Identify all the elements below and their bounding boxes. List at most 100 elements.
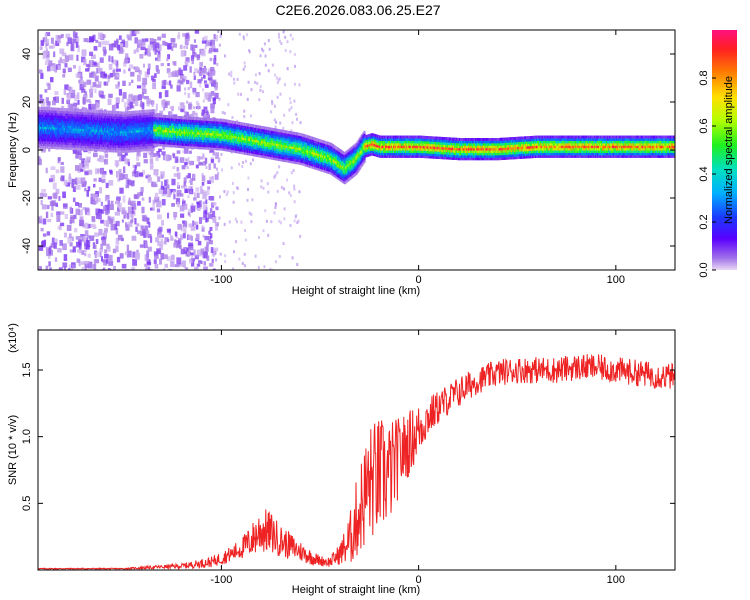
spectrogram-noise-cell — [192, 49, 195, 56]
spectrogram-noise-cell — [186, 100, 189, 104]
spectrogram-noise-cell — [176, 240, 181, 247]
spectrogram-noise-cell — [121, 207, 126, 214]
spectrogram-noise-cell — [198, 217, 203, 224]
spectrogram-noise-cell — [66, 99, 70, 105]
spectrogram-noise-cell — [144, 254, 149, 261]
spectrogram-noise-cell — [70, 178, 74, 185]
spectrogram-noise-cell — [157, 44, 162, 52]
spectrogram-noise-cell — [262, 90, 265, 94]
spectrogram-noise-cell — [201, 224, 204, 228]
spectrogram-noise-cell — [146, 98, 151, 104]
spectrogram-noise-cell — [184, 61, 189, 67]
spectrogram-noise-cell — [45, 42, 49, 46]
spectrogram-noise-cell — [260, 185, 263, 189]
spectrogram-noise-cell — [195, 224, 199, 230]
spectrogram-noise-cell — [165, 154, 170, 162]
spectrogram-noise-cell — [40, 227, 44, 232]
spectrogram-noise-cell — [100, 201, 104, 206]
spectrogram-noise-cell — [243, 64, 246, 68]
spectrogram-noise-cell — [50, 174, 56, 182]
spectrogram-noise-cell — [176, 35, 180, 40]
spectrogram-noise-cell — [218, 43, 221, 47]
spectrogram-noise-cell — [107, 76, 110, 83]
spectrogram-noise-cell — [91, 60, 94, 67]
spectrogram-noise-cell — [289, 223, 292, 227]
spectrogram-noise-cell — [147, 63, 151, 70]
spectrogram-noise-cell — [187, 173, 191, 179]
spectrogram-noise-cell — [127, 36, 132, 41]
spectrogram-noise-cell — [48, 146, 51, 152]
spectrogram-noise-cell — [199, 200, 202, 207]
spectrogram-noise-cell — [84, 180, 87, 185]
spectrogram-noise-cell — [270, 220, 273, 224]
spectrogram-noise-cell — [293, 53, 296, 57]
spectrogram-noise-cell — [58, 60, 61, 67]
spectrogram-noise-cell — [82, 207, 87, 211]
spectrogram-noise-cell — [68, 176, 72, 183]
spectrogram-noise-cell — [82, 167, 86, 172]
spectrogram-noise-cell — [242, 161, 245, 165]
spectrogram-noise-cell — [238, 257, 241, 261]
spectrogram-noise-cell — [276, 189, 279, 193]
spectrogram-noise-cell — [163, 241, 167, 245]
spectrogram-noise-cell — [115, 220, 120, 227]
spectrogram-noise-cell — [189, 190, 192, 194]
spectrogram-noise-cell — [283, 113, 286, 117]
spectrogram-noise-cell — [183, 65, 188, 71]
spectrogram-noise-cell — [108, 261, 114, 266]
spectrogram-noise-cell — [60, 222, 65, 227]
spectrogram-noise-cell — [90, 85, 94, 93]
spectrogram-noise-cell — [262, 49, 265, 53]
spectrogram-noise-cell — [100, 219, 104, 224]
spectrogram-noise-cell — [179, 102, 185, 106]
spectrogram-noise-cell — [213, 81, 218, 89]
spectrogram-noise-cell — [87, 186, 91, 192]
spectrogram-noise-cell — [293, 82, 296, 86]
spectrogram-noise-cell — [182, 150, 185, 154]
spectrogram-noise-cell — [66, 224, 72, 231]
spectrogram-noise-cell — [93, 178, 97, 182]
spectrogram-noise-cell — [278, 255, 281, 259]
spectrogram-noise-cell — [207, 68, 211, 73]
spectrogram-noise-cell — [108, 55, 111, 62]
spectrogram-noise-cell — [278, 219, 281, 223]
spectrogram-noise-cell — [206, 244, 209, 251]
spectrogram-noise-cell — [131, 79, 134, 84]
spectrogram-noise-cell — [71, 181, 75, 189]
spectrogram-noise-cell — [173, 242, 178, 248]
spectrogram-noise-cell — [68, 233, 72, 239]
spectrogram-noise-cell — [45, 48, 49, 56]
spectrogram-noise-cell — [184, 111, 187, 115]
spectrogram-noise-cell — [256, 81, 259, 85]
spectrogram-noise-cell — [115, 103, 119, 109]
spectrogram-noise-cell — [295, 117, 298, 121]
spectrogram-noise-cell — [119, 187, 124, 194]
spectrogram-noise-cell — [65, 182, 71, 187]
spectrogram-noise-cell — [141, 228, 146, 236]
spectrogram-noise-cell — [170, 38, 176, 43]
spectrogram-noise-cell — [45, 246, 51, 250]
spectrogram-noise-cell — [123, 62, 127, 67]
spectrogram-noise-cell — [136, 148, 140, 156]
spectrogram-noise-cell — [277, 78, 280, 82]
spectrogram-noise-cell — [149, 158, 154, 165]
spectrogram-noise-cell — [106, 220, 110, 228]
spectrogram-noise-cell — [129, 202, 133, 206]
spectrogram-noise-cell — [241, 164, 244, 168]
spectrogram-noise-cell — [71, 236, 74, 242]
spectrogram-noise-cell — [60, 175, 65, 182]
spectrogram-noise-cell — [223, 222, 226, 226]
spectrogram-noise-cell — [73, 64, 76, 69]
spectrogram-noise-cell — [206, 110, 209, 116]
spectrogram-noise-cell — [195, 187, 200, 192]
spectrogram-noise-cell — [126, 34, 132, 39]
spectrogram-noise-cell — [201, 175, 206, 182]
spectrogram-noise-cell — [108, 93, 113, 98]
spectrogram-noise-cell — [260, 179, 263, 183]
spectrogram-noise-cell — [75, 208, 81, 215]
spectrogram-noise-cell — [152, 152, 158, 157]
spectrogram-noise-cell — [137, 230, 142, 235]
spectrogram-noise-cell — [266, 182, 269, 186]
spectrogram-noise-cell — [157, 36, 162, 41]
